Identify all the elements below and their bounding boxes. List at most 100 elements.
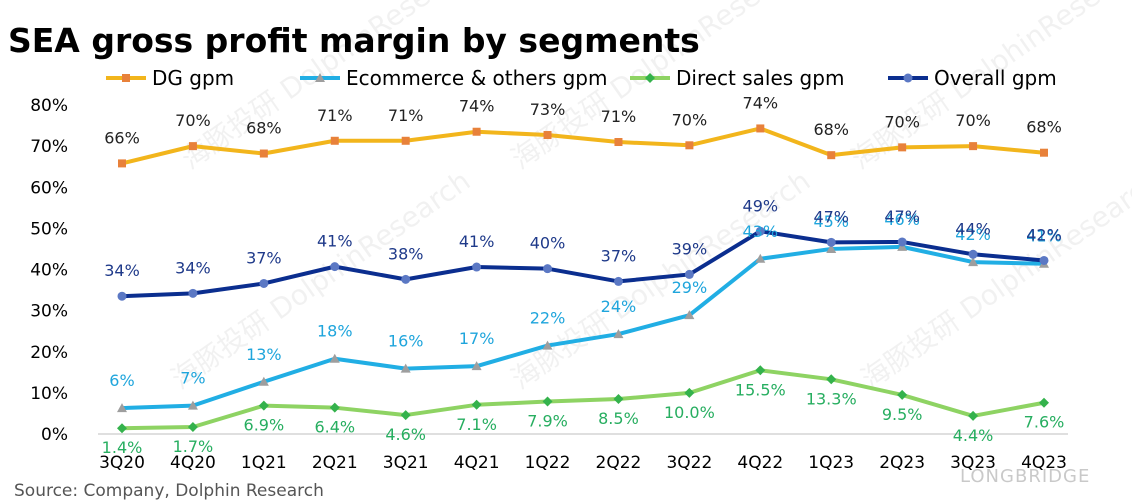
brand-mark: LONGBRIDGE <box>960 466 1090 487</box>
data-point <box>330 136 339 145</box>
watermark-text: 海豚投研 DolphinResearch <box>855 164 1132 396</box>
y-tick-label: 10% <box>30 384 68 404</box>
series-line <box>120 244 1046 411</box>
data-point <box>542 396 553 407</box>
data-label: 70% <box>955 111 991 130</box>
series-line <box>120 229 1046 299</box>
series-ecommerce-others-gpm <box>117 241 1049 413</box>
y-tick-label: 80% <box>30 96 68 116</box>
data-point <box>1039 397 1049 408</box>
data-point <box>471 361 482 371</box>
data-label: 6% <box>109 371 134 390</box>
series-layer <box>117 124 1049 434</box>
data-label: 16% <box>388 332 424 351</box>
data-label: 74% <box>743 93 779 112</box>
watermark-text: 海豚投研 DolphinResearch <box>165 164 476 396</box>
x-tick-label: 3Q21 <box>383 453 429 473</box>
data-point <box>117 291 127 301</box>
series-line <box>120 368 1046 431</box>
data-label: 71% <box>388 106 424 125</box>
data-point <box>613 329 624 339</box>
data-point <box>259 149 268 158</box>
data-label: 43% <box>743 222 779 241</box>
data-label: 1.7% <box>173 437 214 456</box>
x-tick-label: 3Q22 <box>666 453 712 473</box>
data-label: 6.9% <box>244 416 285 435</box>
data-label: 4.6% <box>385 425 426 444</box>
data-point <box>969 142 978 151</box>
data-label: 46% <box>884 210 920 229</box>
data-label: 18% <box>317 322 353 341</box>
data-point <box>330 262 340 272</box>
data-point <box>188 142 197 151</box>
data-point <box>968 410 979 421</box>
data-label: 41% <box>1026 227 1062 246</box>
data-point <box>614 138 623 147</box>
data-label: 41% <box>459 232 495 251</box>
data-label: 71% <box>601 107 637 126</box>
data-point <box>400 410 411 421</box>
data-label: 70% <box>672 110 708 129</box>
data-point <box>897 237 907 247</box>
data-label: 68% <box>813 120 849 139</box>
data-label: 22% <box>530 309 566 328</box>
source-note: Source: Company, Dolphin Research <box>14 481 324 501</box>
data-point <box>471 399 482 410</box>
data-label: 37% <box>246 248 282 267</box>
data-point <box>684 387 695 398</box>
data-label: 40% <box>530 234 566 253</box>
y-tick-label: 50% <box>30 219 68 239</box>
data-label: 70% <box>175 111 211 130</box>
data-point <box>755 253 766 263</box>
data-point <box>897 389 908 400</box>
data-label: 66% <box>104 128 140 147</box>
data-label: 29% <box>672 278 708 297</box>
data-point <box>401 274 411 284</box>
data-label: 74% <box>459 97 495 116</box>
data-label: 71% <box>317 106 353 125</box>
series-overall-gpm <box>117 226 1049 301</box>
data-point <box>400 363 411 373</box>
data-point <box>472 262 482 272</box>
data-point <box>613 276 623 286</box>
legend: DG gpm Ecommerce & others gpm Direct sales… <box>106 66 1057 90</box>
data-point <box>898 143 907 152</box>
x-tick-label: 1Q21 <box>241 453 287 473</box>
x-tick-label: 4Q20 <box>170 453 216 473</box>
data-label: 9.5% <box>882 405 923 424</box>
y-tick-label: 30% <box>30 302 68 322</box>
data-label: 38% <box>388 244 424 263</box>
data-label: 10.0% <box>664 403 715 422</box>
series-line <box>120 126 1046 166</box>
data-point <box>258 400 269 411</box>
data-point <box>187 422 198 433</box>
data-label: 7% <box>180 369 205 388</box>
legend-label: Direct sales gpm <box>676 66 844 90</box>
x-tick-label: 1Q23 <box>808 453 854 473</box>
data-label: 15.5% <box>735 380 786 399</box>
data-point <box>329 402 340 413</box>
data-point <box>1039 255 1049 265</box>
y-tick-label: 20% <box>30 343 68 363</box>
data-label: 41% <box>317 232 353 251</box>
data-labels-layer: 66% 70% 68% 71% 71% 74% 73% 71% 70% 74% 68% 70% 70% 6… <box>102 93 1065 457</box>
data-label: 13.3% <box>806 389 857 408</box>
legend-label: Overall gpm <box>934 66 1057 90</box>
y-tick-label: 60% <box>30 178 68 198</box>
x-tick-label: 3Q23 <box>950 453 996 473</box>
data-label: 42% <box>1026 225 1062 244</box>
legend-marker <box>122 74 130 82</box>
data-label: 47% <box>884 207 920 226</box>
y-tick-label: 40% <box>30 261 68 281</box>
data-point <box>543 264 553 274</box>
legend-item: DG gpm <box>106 66 234 90</box>
data-label: 8.5% <box>598 409 639 428</box>
data-point <box>826 237 836 247</box>
data-point <box>684 269 694 279</box>
legend-label: Ecommerce & others gpm <box>346 66 607 90</box>
series-direct-sales-gpm <box>117 365 1049 434</box>
x-tick-label: 2Q22 <box>596 453 642 473</box>
data-label: 6.4% <box>314 418 355 437</box>
data-point <box>258 376 269 386</box>
data-point <box>826 243 837 253</box>
